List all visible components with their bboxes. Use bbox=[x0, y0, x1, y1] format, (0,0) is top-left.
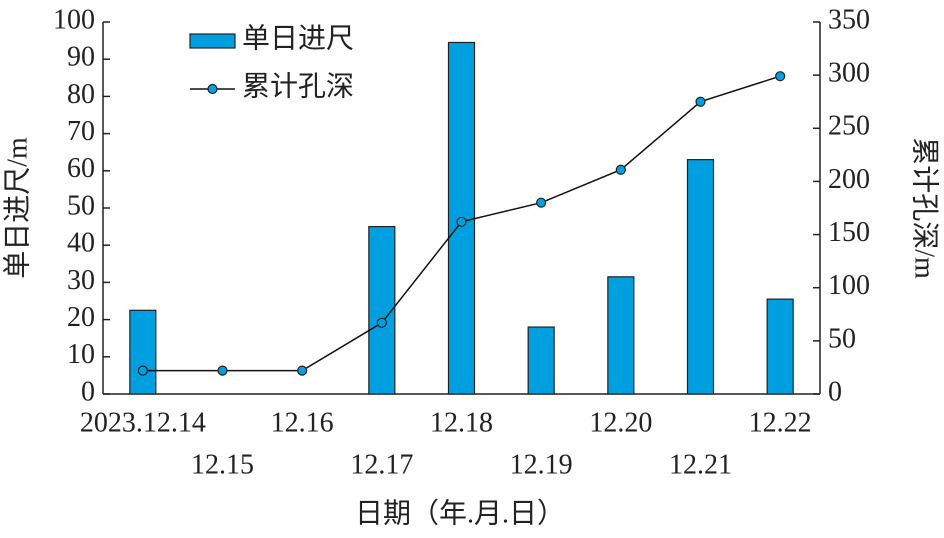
y-tick-label: 0 bbox=[81, 376, 95, 407]
bar bbox=[368, 226, 396, 395]
x-tick-label: 12.17 bbox=[350, 449, 413, 480]
y-tick-label: 100 bbox=[53, 4, 95, 35]
bar bbox=[527, 326, 555, 395]
y2-tick-label: 50 bbox=[828, 323, 856, 354]
marker bbox=[297, 365, 308, 376]
y2-axis-label: 累计孔深/m bbox=[909, 137, 941, 279]
y2-tick-label: 350 bbox=[828, 4, 870, 35]
bar bbox=[129, 309, 157, 395]
y-tick-label: 30 bbox=[67, 265, 95, 296]
y-axis-label: 单日进尺/m bbox=[1, 137, 33, 279]
legend-swatch bbox=[189, 33, 236, 49]
marker bbox=[137, 365, 148, 376]
x-tick-label: 12.15 bbox=[191, 449, 254, 480]
legend-label: 单日进尺 bbox=[242, 22, 354, 54]
y-tick-label: 50 bbox=[67, 190, 95, 221]
x-axis-label: 日期（年.月.日） bbox=[355, 497, 565, 529]
marker bbox=[456, 216, 467, 227]
marker bbox=[217, 365, 228, 376]
bar bbox=[447, 41, 476, 395]
y2-tick-label: 300 bbox=[828, 58, 870, 89]
y2-tick-label: 150 bbox=[828, 217, 870, 248]
bar bbox=[766, 298, 794, 395]
y2-tick-label: 0 bbox=[828, 376, 842, 407]
y-tick-label: 90 bbox=[67, 42, 95, 73]
x-tick-label: 12.22 bbox=[749, 407, 812, 438]
legend-marker bbox=[207, 83, 218, 95]
y-tick-label: 60 bbox=[67, 153, 95, 184]
x-tick-label: 12.19 bbox=[510, 449, 573, 480]
x-tick-label: 12.18 bbox=[430, 407, 493, 438]
marker bbox=[695, 96, 706, 107]
marker bbox=[536, 197, 547, 208]
y-tick-label: 10 bbox=[67, 339, 95, 370]
y2-tick-label: 100 bbox=[828, 270, 870, 301]
legend-label: 累计孔深 bbox=[242, 70, 354, 102]
x-tick-label: 12.20 bbox=[589, 407, 652, 438]
marker bbox=[615, 164, 626, 175]
y2-tick-label: 200 bbox=[828, 164, 870, 195]
x-tick-label: 2023.12.14 bbox=[80, 407, 206, 438]
y2-tick-label: 250 bbox=[828, 111, 870, 142]
bar bbox=[607, 276, 635, 395]
y-tick-label: 80 bbox=[67, 79, 95, 110]
y-tick-label: 20 bbox=[67, 302, 95, 333]
x-tick-label: 12.16 bbox=[271, 407, 334, 438]
bar bbox=[686, 159, 715, 395]
x-tick-label: 12.21 bbox=[669, 449, 732, 480]
y-tick-label: 70 bbox=[67, 116, 95, 147]
y-tick-label: 40 bbox=[67, 228, 95, 259]
marker bbox=[376, 317, 387, 328]
marker bbox=[775, 71, 786, 82]
